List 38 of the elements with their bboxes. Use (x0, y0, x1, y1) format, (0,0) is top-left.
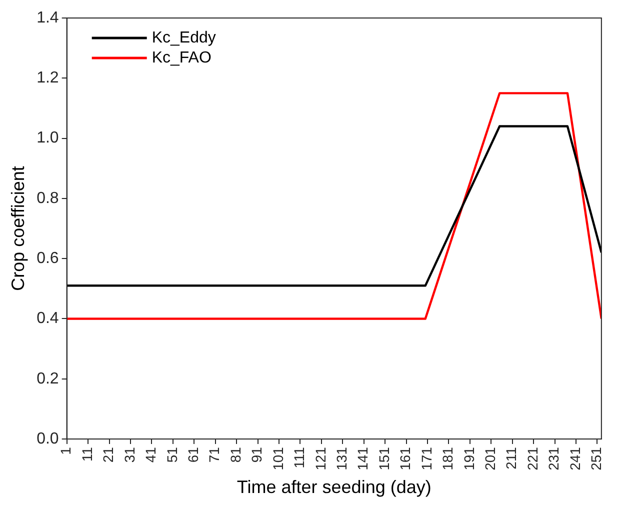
x-tick-label: 131 (333, 446, 350, 470)
x-tick-label: 61 (184, 446, 201, 463)
legend-label: Kc_FAO (152, 49, 212, 66)
x-tick-label: 211 (503, 446, 520, 470)
x-tick-label: 231 (546, 446, 562, 470)
legend-label: Kc_Eddy (152, 29, 216, 46)
x-tick-label: 161 (397, 446, 414, 470)
x-tick-label: 111 (291, 446, 308, 468)
x-tick-label: 191 (460, 446, 477, 470)
x-tick-label: 141 (354, 446, 371, 470)
x-tick-label: 221 (524, 446, 540, 470)
y-tick-label: 1.2 (36, 70, 59, 87)
y-tick-label: 1.4 (36, 9, 59, 26)
x-tick-label: 71 (206, 446, 222, 463)
x-tick-label: 91 (248, 446, 265, 463)
x-tick-label: 241 (566, 446, 583, 470)
y-axis-title: Crop coefficient (8, 166, 28, 291)
y-tick-label: 0.8 (36, 190, 59, 207)
x-tick-label: 151 (376, 446, 392, 470)
x-tick-label: 31 (121, 446, 138, 463)
x-tick-label: 101 (270, 446, 286, 470)
x-tick-label: 201 (482, 446, 498, 470)
y-tick-label: 0.6 (36, 250, 59, 267)
x-tick-label: 21 (100, 446, 116, 463)
y-tick-label: 0.4 (36, 310, 59, 328)
y-tick-label: 0.2 (36, 370, 59, 388)
x-tick-label: 121 (312, 446, 328, 470)
x-tick-label: 41 (142, 446, 159, 463)
x-tick-label: 251 (588, 446, 604, 470)
x-tick-label: 51 (164, 446, 180, 463)
x-tick-label: 81 (227, 446, 244, 463)
x-tick-label: 1 (58, 446, 74, 455)
x-tick-label: 171 (418, 446, 434, 470)
x-tick-label: 181 (440, 446, 456, 470)
x-axis-title: Time after seeding (day) (236, 477, 432, 498)
y-tick-label: 1.0 (36, 130, 59, 147)
x-tick-label: 11 (78, 446, 95, 462)
y-tick-label: 0.0 (36, 430, 59, 448)
